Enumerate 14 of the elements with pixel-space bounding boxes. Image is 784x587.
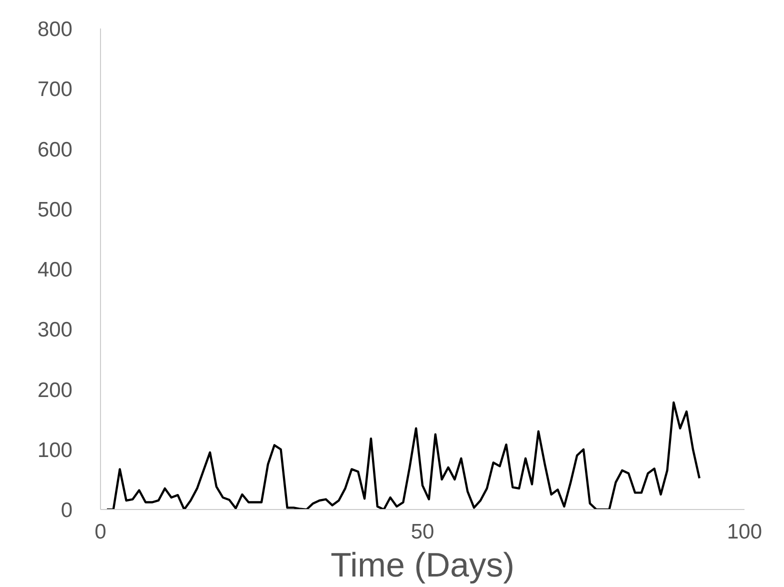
x-tick-label: 50 xyxy=(410,520,434,544)
y-tick-label: 700 xyxy=(37,78,73,102)
x-tick-label: 0 xyxy=(94,520,106,544)
y-tick-label: 200 xyxy=(37,378,73,402)
y-tick-label: 300 xyxy=(37,318,73,342)
line-series xyxy=(106,401,701,510)
y-tick-label: 0 xyxy=(60,499,73,522)
y-tick-label: 400 xyxy=(37,258,73,282)
y-tick-label: 800 xyxy=(37,18,73,41)
x-tick-label: 100 xyxy=(726,520,762,544)
y-tick-label: 500 xyxy=(37,198,73,222)
y-tick-label: 600 xyxy=(37,138,73,162)
x-axis-title: Time (Days) xyxy=(330,546,514,584)
y-tick-label: 100 xyxy=(37,438,73,462)
